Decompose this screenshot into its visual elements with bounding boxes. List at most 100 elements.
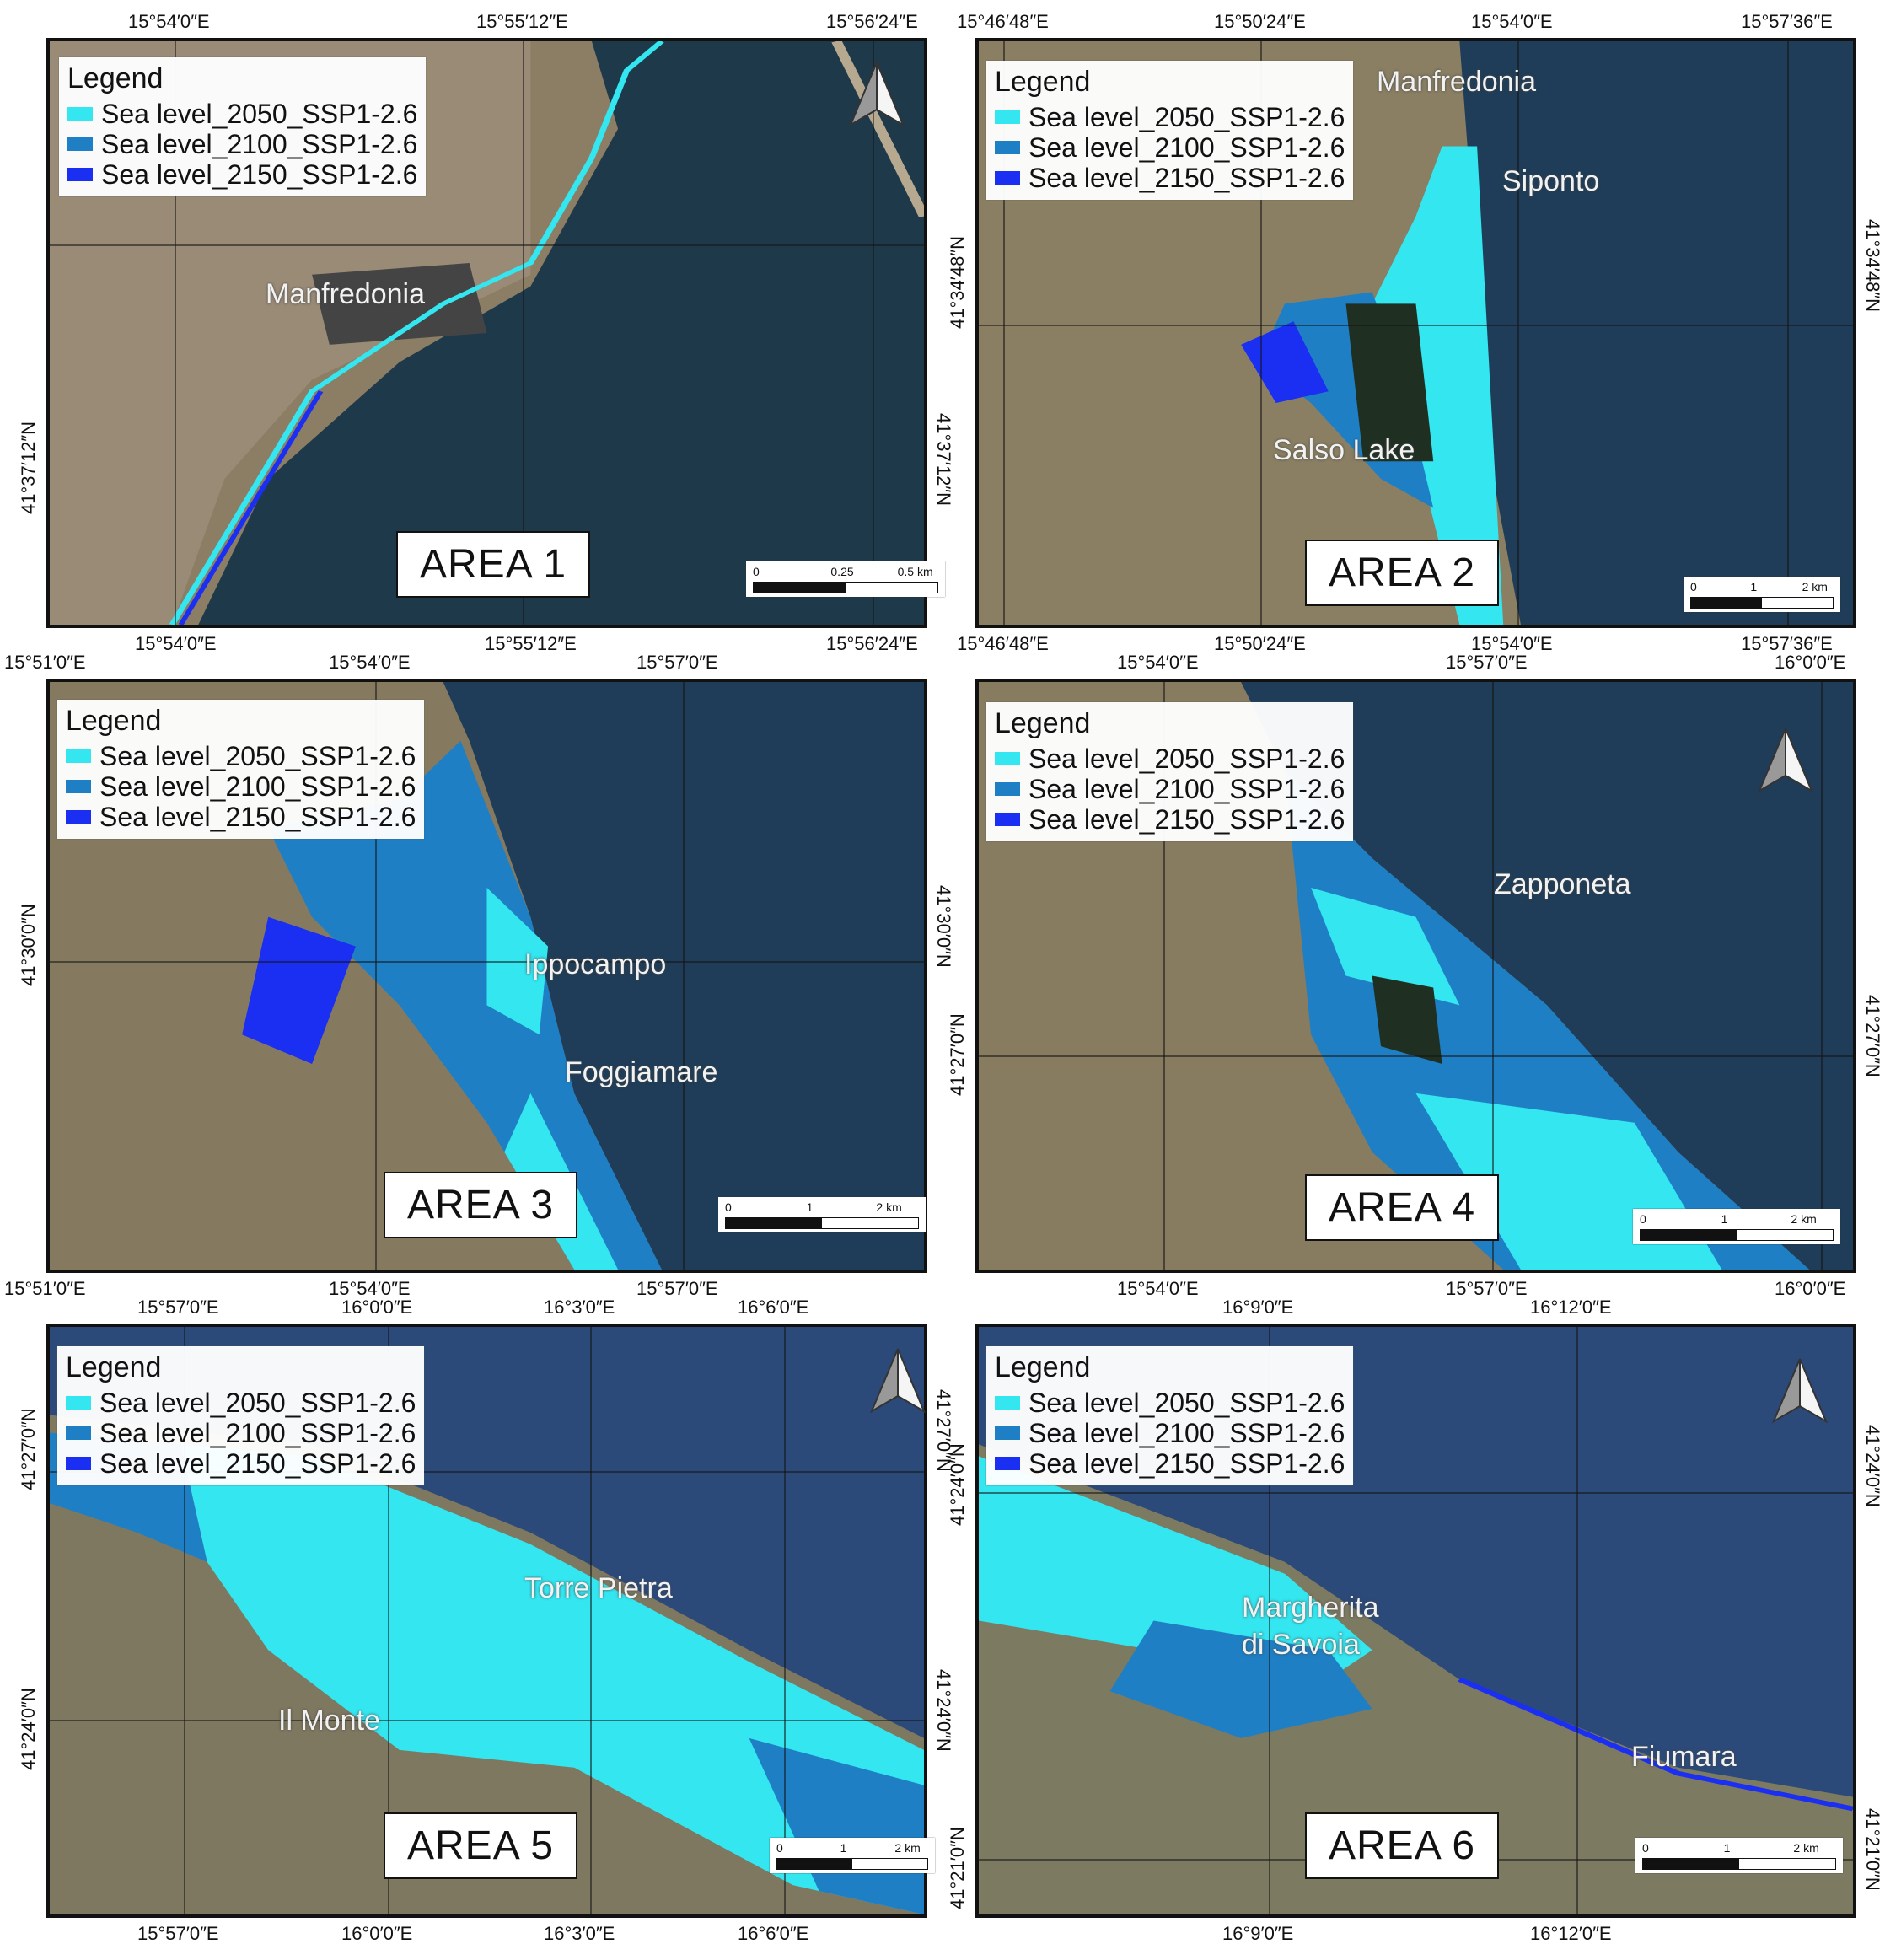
legend-item: Sea level_2100_SSP1-2.6 (67, 129, 417, 159)
coord-label-bottom: 16°3′0″E (544, 1923, 615, 1944)
legend-item: Sea level_2050_SSP1-2.6 (995, 744, 1345, 774)
place-name: Ippocampo (524, 948, 667, 980)
legend-item: Sea level_2050_SSP1-2.6 (66, 741, 416, 771)
graticule-meridian (784, 1324, 786, 1918)
salso-lake (1345, 303, 1434, 462)
place-name: Siponto (1502, 165, 1600, 197)
scale-tick-label: 1 (1721, 1212, 1728, 1226)
legend-item: Sea level_2100_SSP1-2.6 (66, 1418, 416, 1448)
scale-bar: 0 1 2 km (770, 1838, 935, 1873)
coord-label-left: 41°34′48″N (947, 235, 968, 329)
coord-label-left: 41°27′0″N (947, 1013, 968, 1096)
graticule-meridian (873, 38, 874, 628)
map-area-5 (46, 1324, 927, 1918)
graticule-meridian (523, 38, 524, 628)
scale-tick-labels: 0 1 2 km (1642, 1841, 1836, 1855)
scale-bar-graphic (1642, 1858, 1836, 1870)
flood-2050-line (169, 41, 664, 625)
legend: Legend Sea level_2050_SSP1-2.6 Sea level_2… (57, 700, 425, 839)
coord-label-right: 41°21′0″N (1862, 1808, 1883, 1891)
legend-swatch (67, 107, 93, 121)
legend-swatch (995, 1457, 1020, 1470)
graticule-parallel (46, 1720, 927, 1721)
harbour (312, 262, 487, 345)
legend-label: Sea level_2050_SSP1-2.6 (1028, 744, 1345, 774)
place-name: Margherita di Savoia (1242, 1592, 1379, 1661)
north-arrow-icon (868, 1347, 927, 1415)
legend-label: Sea level_2050_SSP1-2.6 (1028, 102, 1345, 132)
area-label: AREA 4 (1305, 1174, 1500, 1241)
legend-label: Sea level_2100_SSP1-2.6 (99, 771, 416, 802)
legend: Legend Sea level_2050_SSP1-2.6 Sea level_2… (59, 57, 427, 196)
legend-label: Sea level_2050_SSP1-2.6 (99, 741, 416, 771)
legend-swatch (67, 137, 93, 151)
legend-title: Legend (66, 705, 162, 737)
area-label: AREA 2 (1305, 540, 1500, 606)
scale-segment-black (1641, 1230, 1737, 1240)
graticule-parallel (46, 244, 927, 246)
legend-title: Legend (995, 1351, 1091, 1383)
coord-label-left: 41°37′12″N (18, 421, 39, 514)
satellite-base-map (979, 682, 1853, 1270)
legend-label: Sea level_2050_SSP1-2.6 (99, 1388, 416, 1418)
flood-2050 (180, 1444, 924, 1914)
coord-label-top: 15°57′0″E (636, 652, 718, 673)
coord-label-right: 41°27′0″N (1862, 995, 1883, 1077)
sea (1241, 682, 1853, 1270)
scale-tick-label: 2 km (894, 1841, 921, 1855)
coord-label-top: 15°57′0″E (137, 1297, 219, 1318)
scale-tick-labels: 0 1 2 km (1690, 580, 1834, 593)
place-name: Salso Lake (1273, 434, 1415, 466)
scale-segment-white (1737, 1230, 1833, 1240)
legend-swatch (67, 168, 93, 181)
graticule-meridian (1517, 38, 1519, 628)
legend-title: Legend (66, 1351, 162, 1383)
legend-item: Sea level_2100_SSP1-2.6 (995, 132, 1345, 163)
legend-item: Sea level_2050_SSP1-2.6 (67, 99, 417, 129)
scale-bar-graphic (753, 582, 938, 593)
legend-swatch (995, 171, 1020, 185)
legend-label: Sea level_2150_SSP1-2.6 (1028, 163, 1345, 193)
coord-label-right: 41°24′0″N (933, 1669, 954, 1752)
north-arrow-icon (847, 61, 906, 128)
legend-swatch (66, 1426, 91, 1440)
coord-label-top: 16°0′0″E (1775, 652, 1846, 673)
scale-tick-label: 0 (1690, 580, 1697, 593)
coord-label-right: 41°30′0″N (933, 885, 954, 968)
flood-2150-line (178, 390, 324, 625)
scale-tick-label: 0 (1642, 1841, 1649, 1855)
legend-item: Sea level_2050_SSP1-2.6 (995, 102, 1345, 132)
north-arrow-glyph (1771, 1358, 1829, 1424)
scale-bar: 0 1 2 km (718, 1197, 926, 1232)
scale-segment-black (754, 583, 846, 593)
scale-bar-graphic (1690, 597, 1834, 609)
scale-tick-label: 0.25 (830, 565, 854, 578)
scale-tick-labels: 0 1 2 km (1640, 1212, 1834, 1226)
legend-item: Sea level_2050_SSP1-2.6 (66, 1388, 416, 1418)
legend-swatch (995, 813, 1020, 826)
scale-segment-black (777, 1859, 852, 1869)
coord-label-left: 41°27′0″N (18, 1408, 39, 1490)
legend-item: Sea level_2100_SSP1-2.6 (995, 1418, 1345, 1448)
coord-label-bottom: 15°57′0″E (1446, 1278, 1528, 1299)
scale-segment-white (1762, 598, 1833, 608)
scale-segment-white (822, 1218, 918, 1228)
coord-label-bottom: 15°54′0″E (1117, 1278, 1199, 1299)
legend: Legend Sea level_2050_SSP1-2.6 Sea level_2… (57, 1346, 425, 1485)
coord-label-top: 15°50′24″E (1214, 11, 1306, 32)
coord-label-right: 41°34′48″N (1862, 219, 1883, 313)
legend-label: Sea level_2050_SSP1-2.6 (1028, 1388, 1345, 1418)
coord-label-left: 41°30′0″N (18, 904, 39, 986)
coord-label-bottom: 15°57′0″E (636, 1278, 718, 1299)
coord-label-bottom: 15°57′0″E (137, 1923, 219, 1944)
scale-bar-graphic (725, 1217, 919, 1229)
coord-label-top: 15°57′0″E (1446, 652, 1528, 673)
scale-bar: 0 0.25 0.5 km (746, 561, 945, 597)
coord-label-bottom: 15°54′0″E (135, 633, 217, 654)
legend-item: Sea level_2150_SSP1-2.6 (995, 163, 1345, 193)
graticule-parallel (975, 1492, 1856, 1494)
salt-pans (1372, 975, 1442, 1065)
legend-label: Sea level_2150_SSP1-2.6 (1028, 804, 1345, 835)
north-arrow-glyph (869, 1348, 926, 1414)
graticule-meridian (175, 38, 176, 628)
